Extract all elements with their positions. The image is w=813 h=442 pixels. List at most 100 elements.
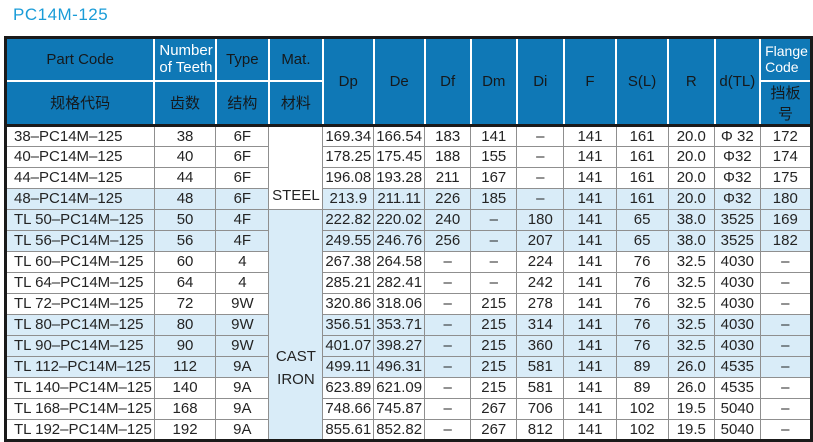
cell-sl: 65 [615, 208, 669, 231]
cell-type: 4 [215, 250, 270, 273]
cell-di: – [516, 166, 565, 189]
cell-r: 20.0 [667, 166, 716, 189]
cell-part-code: TL 50–PC14M–125 [5, 208, 155, 231]
cell-f: 141 [563, 397, 617, 420]
cell-de: 496.31 [373, 355, 426, 378]
cell-flange: 169 [759, 208, 813, 231]
header-number-of-teeth-line1: Number [159, 42, 213, 60]
table-row: 48–PC14M–125 48 6F 213.9 211.11 226 185–141 161… [5, 187, 813, 210]
table-header: Part Code Number of Teeth Type Mat. Dp De… [4, 36, 813, 126]
cell-type: 6F [215, 166, 270, 189]
cell-di: – [516, 124, 565, 147]
cell-part-code: TL 192–PC14M–125 [5, 418, 155, 441]
cell-flange: – [759, 397, 813, 420]
cell-r: 19.5 [667, 397, 716, 420]
cell-de: 852.82 [373, 418, 426, 441]
cell-de: 246.76 [373, 229, 426, 252]
header-number-of-teeth-zh: 齿数 [153, 79, 217, 126]
cell-df: – [424, 418, 472, 441]
cell-dtl: 4030 [714, 334, 761, 357]
cell-dm: 267 [470, 397, 518, 420]
header-di: Di [515, 36, 565, 126]
table-row: 44–PC14M–125 44 6F 196.08 193.28 211 167–141 16… [5, 166, 813, 189]
cell-type: 6F [215, 187, 270, 210]
cell-dm: 215 [470, 334, 518, 357]
cell-f: 141 [563, 376, 617, 399]
cell-dm: 215 [470, 292, 518, 315]
cell-df: – [424, 250, 472, 273]
cell-type: 9A [215, 397, 270, 420]
cell-dtl: Φ 32 [714, 124, 761, 147]
cell-teeth: 168 [153, 397, 217, 420]
cell-sl: 76 [615, 250, 669, 273]
header-sl: S(L) [615, 36, 670, 126]
cell-type: 9W [215, 292, 270, 315]
cell-sl: 76 [615, 292, 669, 315]
cell-sl: 161 [615, 166, 669, 189]
cell-di: 706 [516, 397, 565, 420]
cell-dm: – [470, 208, 518, 231]
cell-type: 6F [215, 145, 270, 168]
cell-teeth: 80 [153, 313, 217, 336]
cell-dtl: 4030 [714, 292, 761, 315]
cell-dtl: 4535 [714, 355, 761, 378]
cell-dtl: Φ32 [714, 166, 761, 189]
cell-r: 20.0 [667, 124, 716, 147]
cell-flange: – [759, 376, 813, 399]
cell-type: 9A [215, 376, 270, 399]
cell-part-code: TL 60–PC14M–125 [5, 250, 155, 273]
cell-dtl: 3525 [714, 229, 761, 252]
header-r: R [667, 36, 716, 126]
table-row: TL 72–PC14M–125 72 9W 320.86 318.06–215 278 14… [5, 292, 813, 315]
cell-teeth: 140 [153, 376, 217, 399]
cell-teeth: 192 [153, 418, 217, 441]
cell-teeth: 38 [153, 124, 217, 147]
cell-flange: – [759, 334, 813, 357]
cell-df: – [424, 313, 472, 336]
cell-r: 32.5 [667, 292, 716, 315]
cell-flange: – [759, 271, 813, 294]
cell-dp: 623.89 [322, 376, 375, 399]
cell-de: 282.41 [373, 271, 426, 294]
cell-flange: 175 [759, 166, 813, 189]
cell-dtl: Φ32 [714, 145, 761, 168]
page-title: PC14M-125 [13, 5, 109, 24]
cell-di: 207 [516, 229, 565, 252]
cell-material: STEEL [268, 124, 324, 210]
cell-dp: 267.38 [322, 250, 375, 273]
cell-df: – [424, 292, 472, 315]
cell-de: 193.28 [373, 166, 426, 189]
header-df: Df [423, 36, 472, 126]
cell-dtl: 4535 [714, 376, 761, 399]
cell-r: 32.5 [667, 250, 716, 273]
cell-teeth: 112 [153, 355, 217, 378]
table-row: TL 90–PC14M–125 90 9W 401.07 398.27–215 360 14… [5, 334, 813, 357]
cell-de: 166.54 [373, 124, 426, 147]
cell-r: 32.5 [667, 334, 716, 357]
header-flange-code-zh: 挡板号 [759, 79, 813, 126]
cell-f: 141 [563, 313, 617, 336]
cell-sl: 76 [615, 334, 669, 357]
cell-f: 141 [563, 166, 617, 189]
cell-part-code: TL 112–PC14M–125 [5, 355, 155, 378]
cell-dm: 215 [470, 355, 518, 378]
cell-dtl: 3525 [714, 208, 761, 231]
cell-f: 141 [563, 271, 617, 294]
cell-df: – [424, 271, 472, 294]
cell-flange: – [759, 313, 813, 336]
cell-di: 278 [516, 292, 565, 315]
cell-dp: 285.21 [322, 271, 375, 294]
header-part-code-zh: 规格代码 [4, 79, 156, 126]
cell-flange: – [759, 292, 813, 315]
cell-part-code: 38–PC14M–125 [5, 124, 155, 147]
cell-r: 26.0 [667, 376, 716, 399]
table-row: TL 192–PC14M–125 192 9A 855.61 852.82–267 812… [5, 418, 813, 441]
cell-de: 621.09 [373, 376, 426, 399]
cell-dtl: 4030 [714, 271, 761, 294]
cell-dm: 215 [470, 313, 518, 336]
cell-teeth: 44 [153, 166, 217, 189]
cell-dtl: 4030 [714, 250, 761, 273]
cell-di: 224 [516, 250, 565, 273]
cell-dm: 141 [470, 124, 518, 147]
cell-part-code: 44–PC14M–125 [5, 166, 155, 189]
